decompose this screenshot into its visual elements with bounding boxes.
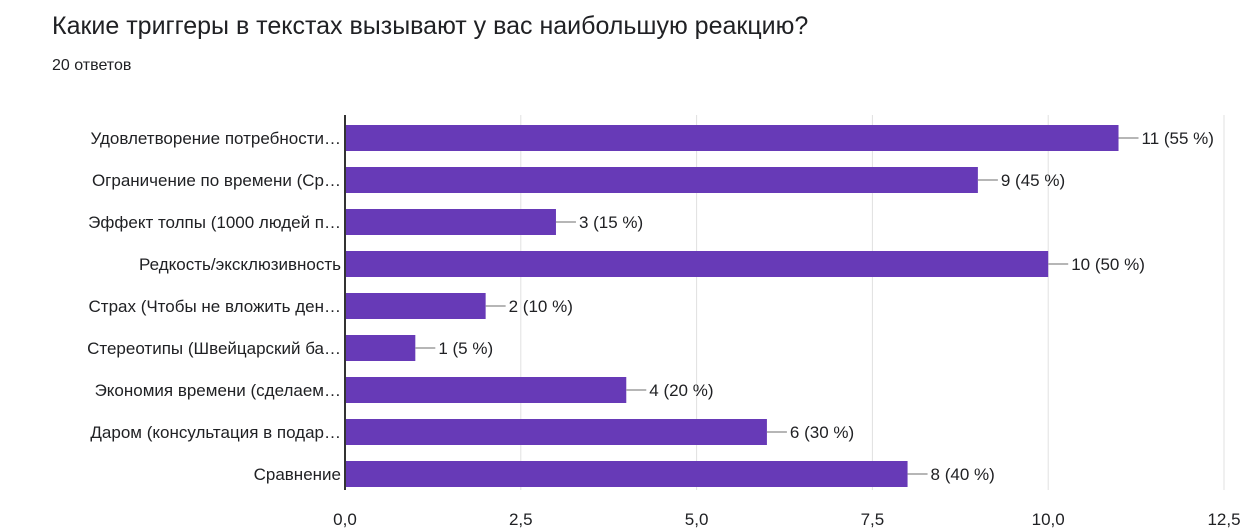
data-label: 1 (5 %) (438, 339, 493, 358)
x-tick-label: 10,0 (1032, 510, 1065, 528)
data-label: 4 (20 %) (649, 381, 713, 400)
x-tick-label: 0,0 (333, 510, 357, 528)
x-tick-label: 12,5 (1207, 510, 1240, 528)
bars (345, 125, 1119, 487)
data-label: 3 (15 %) (579, 213, 643, 232)
category-label: Стереотипы (Швейцарский ба… (87, 339, 341, 358)
category-label: Удовлетворение потребности… (90, 129, 341, 148)
x-tick-label: 7,5 (861, 510, 885, 528)
bar (345, 461, 908, 487)
x-axis-ticks: 0,0 2,5 5,0 7,5 10,0 12,5 (333, 510, 1240, 528)
category-label: Ограничение по времени (Ср… (92, 171, 341, 190)
bar (345, 251, 1049, 277)
data-label: 6 (30 %) (790, 423, 854, 442)
x-tick-label: 5,0 (685, 510, 709, 528)
data-label: 11 (55 %) (1142, 129, 1214, 148)
category-label: Страх (Чтобы не вложить ден… (89, 297, 342, 316)
question-title: Какие триггеры в текстах вызывают у вас … (52, 12, 809, 40)
response-count: 20 ответов (52, 57, 132, 74)
data-labels: 11 (55 %) 9 (45 %) 3 (15 %) 10 (50 %) 2 (10 … (415, 129, 1214, 484)
data-label: 8 (40 %) (931, 465, 995, 484)
category-label: Экономия времени (сделаем… (95, 381, 341, 400)
category-label: Редкость/эксклюзивность (139, 255, 341, 274)
bar (345, 167, 978, 193)
data-label: 2 (10 %) (509, 297, 573, 316)
category-label: Сравнение (254, 465, 341, 484)
x-tick-label: 2,5 (509, 510, 533, 528)
bar (345, 335, 416, 361)
bar (345, 125, 1119, 151)
data-label: 9 (45 %) (1001, 171, 1065, 190)
category-label: Даром (консультация в подар… (90, 423, 341, 442)
data-label: 10 (50 %) (1071, 255, 1145, 274)
bar (345, 377, 627, 403)
category-labels: Удовлетворение потребности… Ограничение п… (87, 129, 341, 484)
category-label: Эффект толпы (1000 людей п… (88, 213, 341, 232)
bar (345, 419, 767, 445)
bar (345, 209, 556, 235)
bar (345, 293, 486, 319)
